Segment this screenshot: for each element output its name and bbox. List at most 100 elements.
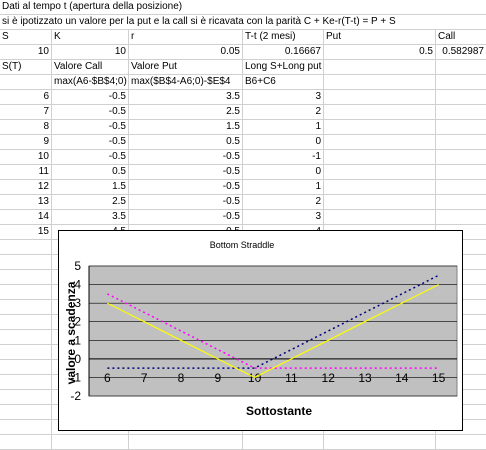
table-cell[interactable] [436, 165, 486, 180]
param-value-cell[interactable]: 0.05 [129, 45, 243, 60]
table-cell[interactable]: 8 [0, 120, 52, 135]
table-cell[interactable] [436, 120, 486, 135]
table-cell[interactable]: 2.5 [52, 195, 129, 210]
table-header-cell[interactable]: Long S+Long put [243, 60, 324, 75]
table-cell[interactable] [324, 180, 436, 195]
param-value-cell[interactable]: 0.16667 [243, 45, 324, 60]
table-cell[interactable]: 12 [0, 180, 52, 195]
table-cell[interactable]: -0.5 [129, 165, 243, 180]
chart-box[interactable]: Bottom Straddle valore a scadenza Sottos… [58, 230, 463, 431]
table-cell[interactable]: 3.5 [52, 210, 129, 225]
formula-cell[interactable] [324, 75, 436, 90]
table-cell[interactable]: -0.5 [52, 105, 129, 120]
table-cell[interactable]: 3 [243, 90, 324, 105]
table-cell[interactable]: 0.5 [129, 135, 243, 150]
empty-cell[interactable] [0, 420, 52, 435]
table-cell[interactable]: -0.5 [129, 150, 243, 165]
param-header-cell[interactable]: Call [438, 31, 456, 42]
table-cell[interactable]: 3.5 [129, 90, 243, 105]
table-cell[interactable]: 2 [243, 195, 324, 210]
table-cell[interactable]: 10 [0, 150, 52, 165]
sheet-note-cell[interactable]: si è ipotizzato un valore per la put e l… [2, 16, 396, 27]
empty-cell[interactable] [0, 300, 52, 315]
formula-cell[interactable] [436, 75, 486, 90]
table-header-cell[interactable] [436, 60, 486, 75]
empty-cell[interactable] [0, 315, 52, 330]
table-cell[interactable]: 0 [243, 165, 324, 180]
table-cell[interactable] [324, 195, 436, 210]
formula-cell[interactable]: B6+C6 [243, 75, 324, 90]
empty-cell[interactable] [0, 330, 52, 345]
table-cell[interactable]: -0.5 [129, 180, 243, 195]
table-header-cell[interactable]: Valore Call [52, 60, 129, 75]
table-cell[interactable] [324, 210, 436, 225]
param-value-cell[interactable]: 10 [0, 45, 52, 60]
table-cell[interactable]: 2.5 [129, 105, 243, 120]
table-cell[interactable]: 3 [243, 210, 324, 225]
table-header-cell[interactable]: S(T) [0, 60, 52, 75]
table-cell[interactable]: 1 [243, 120, 324, 135]
formula-cell[interactable]: max($B$4-A6;0)-$E$4 [129, 75, 243, 90]
table-cell[interactable]: 11 [0, 165, 52, 180]
table-cell[interactable] [436, 180, 486, 195]
sheet-title-cell[interactable]: Dati al tempo t (apertura della posizion… [2, 1, 183, 12]
empty-cell[interactable] [0, 270, 52, 285]
table-cell[interactable] [324, 120, 436, 135]
table-cell[interactable]: 1 [243, 180, 324, 195]
table-cell[interactable]: -1 [243, 150, 324, 165]
table-cell[interactable] [324, 90, 436, 105]
table-cell[interactable]: 0.5 [52, 165, 129, 180]
table-cell[interactable]: 15 [0, 225, 52, 240]
param-header-cell[interactable]: Put [324, 30, 436, 45]
empty-cell[interactable] [0, 240, 52, 255]
table-cell[interactable] [324, 165, 436, 180]
table-header-cell[interactable]: Valore Put [129, 60, 243, 75]
table-cell[interactable] [324, 105, 436, 120]
param-header-cell[interactable]: r [129, 30, 243, 45]
table-cell[interactable] [324, 150, 436, 165]
table-cell[interactable] [324, 135, 436, 150]
table-header-cell[interactable] [324, 60, 436, 75]
empty-cell[interactable] [0, 360, 52, 375]
param-value-cell[interactable]: 0.5 [324, 45, 436, 60]
param-header-cell[interactable]: S [0, 30, 52, 45]
formula-cell[interactable] [0, 75, 52, 90]
empty-cell[interactable] [0, 285, 52, 300]
empty-cell[interactable] [0, 255, 52, 270]
table-cell[interactable] [436, 150, 486, 165]
table-cell[interactable] [436, 195, 486, 210]
table-cell[interactable]: -0.5 [52, 150, 129, 165]
empty-cell[interactable] [324, 435, 436, 450]
table-cell[interactable]: -0.5 [52, 90, 129, 105]
table-cell[interactable] [436, 90, 486, 105]
table-cell[interactable]: 13 [0, 195, 52, 210]
param-value-cell[interactable]: 10 [52, 45, 129, 60]
table-cell[interactable]: -0.5 [129, 195, 243, 210]
table-cell[interactable]: 2 [243, 105, 324, 120]
table-cell[interactable]: 7 [0, 105, 52, 120]
formula-cell[interactable]: max(A6-$B$4;0) [52, 75, 129, 90]
empty-cell[interactable] [0, 405, 52, 420]
empty-cell[interactable] [129, 435, 243, 450]
table-cell[interactable]: 9 [0, 135, 52, 150]
empty-cell[interactable] [52, 435, 129, 450]
param-header-cell[interactable]: K [52, 30, 129, 45]
empty-cell[interactable] [243, 435, 324, 450]
table-cell[interactable] [436, 135, 486, 150]
table-cell[interactable]: 14 [0, 210, 52, 225]
table-cell[interactable]: 1.5 [129, 120, 243, 135]
empty-cell[interactable] [0, 345, 52, 360]
table-cell[interactable]: 0 [243, 135, 324, 150]
empty-cell[interactable] [436, 435, 486, 450]
table-cell[interactable]: 6 [0, 90, 52, 105]
table-cell[interactable]: -0.5 [52, 120, 129, 135]
param-header-cell[interactable]: T-t (2 mesi) [243, 30, 324, 45]
empty-cell[interactable] [0, 375, 52, 390]
param-value-cell[interactable]: 0.582987 [442, 46, 484, 57]
empty-cell[interactable] [0, 390, 52, 405]
table-cell[interactable]: -0.5 [129, 210, 243, 225]
empty-cell[interactable] [0, 435, 52, 450]
table-cell[interactable] [436, 210, 486, 225]
table-cell[interactable] [436, 105, 486, 120]
table-cell[interactable]: -0.5 [52, 135, 129, 150]
